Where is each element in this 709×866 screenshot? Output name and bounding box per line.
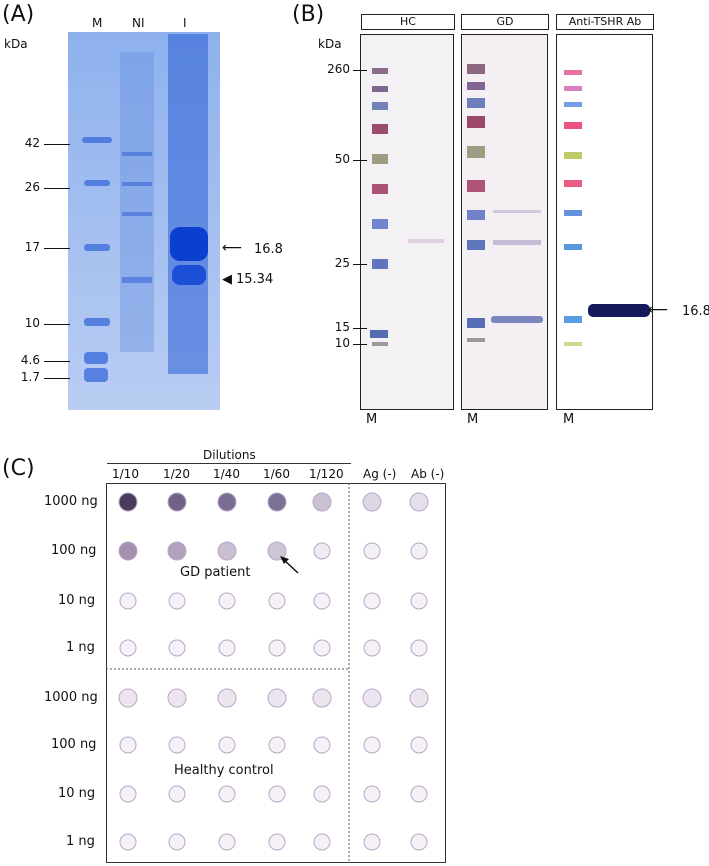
sds-page-gel [68,32,220,410]
panel-a-kda: kDa [4,37,28,51]
marker-a-17: 17 [24,240,40,254]
tick-a-26 [44,188,70,189]
row-label-3: 10 ng [58,593,96,608]
tick-a-4-6 [44,361,70,362]
col-1-40: 1/40 [213,467,240,481]
marker-b-15: 15 [334,320,350,334]
col-ag-neg: Ag (-) [363,467,397,481]
dilutions-title: Dilutions [203,448,256,462]
tick-a-42 [44,144,70,145]
header-anti-tshr: Anti-TSHR Ab [556,14,654,30]
marker-b-25: 25 [334,256,350,270]
western-blot-anti-tshr [556,34,653,410]
lane-m-label: M [92,16,103,30]
marker-b-260: 260 [327,62,350,76]
lane-ni-label: NI [132,16,145,30]
tick-a-10 [44,324,70,325]
row-label-2: 100 ng [51,543,97,558]
lane-b-m-anti: M [563,412,575,427]
arrow-a-168: ⟵ [222,240,243,256]
marker-b-10: 10 [334,336,350,350]
lane-b-m-hc: M [366,412,378,427]
dilutions-bracket [107,463,351,464]
tick-b-50 [353,160,367,161]
lane-b-m-gd: M [467,412,479,427]
row-label-7: 10 ng [58,786,96,801]
header-gd: GD [461,14,549,30]
col-1-120: 1/120 [309,467,344,481]
row-label-5: 1000 ng [44,690,98,705]
marker-a-42: 42 [24,136,40,150]
panel-c-tag: (C) [2,456,35,481]
col-ab-neg: Ab (-) [411,467,445,481]
tick-b-15 [353,328,367,329]
band-a-1534: 15.34 [236,272,274,287]
gd-patient-label: GD patient [180,565,251,580]
col-1-20: 1/20 [163,467,190,481]
col-1-60: 1/60 [263,467,290,481]
lane-i-label: I [183,16,187,30]
dot-blot [106,483,446,863]
tick-b-10 [353,344,367,345]
arrowhead-a-1534: ◀ [222,272,232,287]
marker-a-1-7: 1.7 [20,370,40,384]
marker-a-10: 10 [24,316,40,330]
western-blot-hc [360,34,454,410]
panel-b-kda: kDa [318,37,342,51]
row-label-1: 1000 ng [44,494,98,509]
row-label-4: 1 ng [66,640,95,655]
row-label-6: 100 ng [51,737,97,752]
panel-a-tag: (A) [2,2,35,27]
healthy-control-label: Healthy control [174,763,274,778]
marker-a-4-6: 4.6 [20,353,40,367]
panel-b-tag: (B) [292,2,325,27]
band-b-168: 16.8 [682,304,709,319]
western-blot-gd [461,34,548,410]
tick-a-17 [44,248,70,249]
arrow-b-168: ⟵ [648,302,669,318]
tick-b-260 [353,70,367,71]
col-1-10: 1/10 [112,467,139,481]
tick-b-25 [353,264,367,265]
tick-a-1-7 [44,378,70,379]
band-a-168: 16.8 [254,242,283,257]
marker-a-26: 26 [24,180,40,194]
marker-b-50: 50 [334,152,350,166]
header-hc: HC [361,14,455,30]
row-label-8: 1 ng [66,834,95,849]
